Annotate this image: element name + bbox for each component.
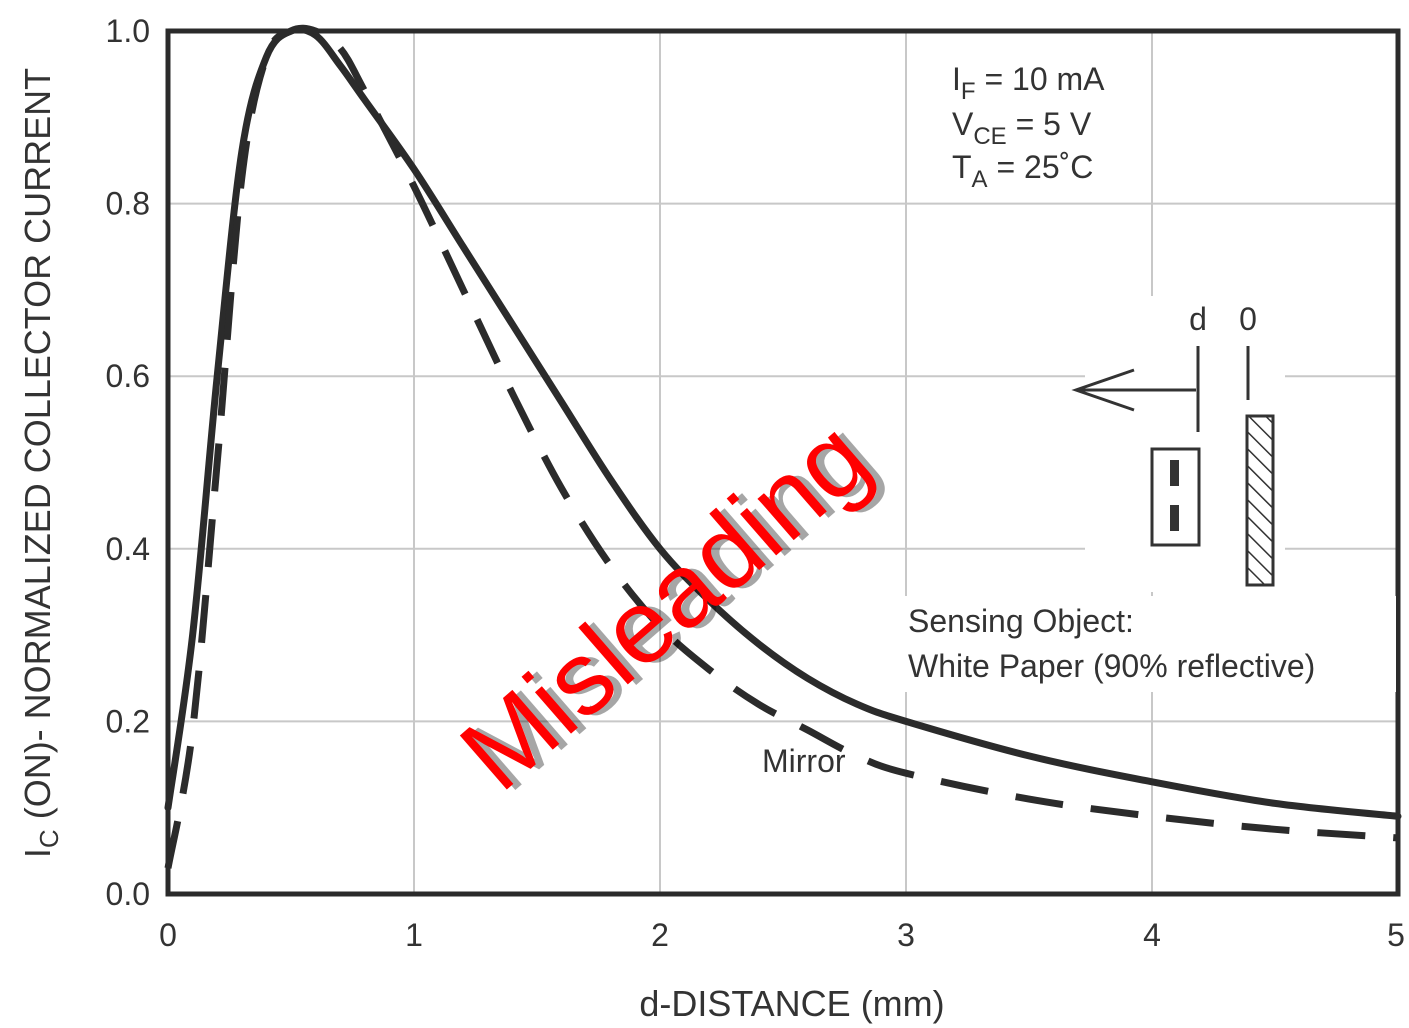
sensor-inset-diagram: d 0 — [1071, 296, 1285, 592]
y-tick-label: 0.4 — [106, 531, 150, 567]
y-tick-label: 0.8 — [106, 186, 150, 222]
x-tick-label: 0 — [159, 917, 177, 953]
inset-arrow-head-icon — [1071, 368, 1135, 412]
inset-sensor-emitter — [1170, 460, 1179, 486]
mirror-label: Mirror — [762, 743, 846, 779]
y-tick-label: 0.6 — [106, 358, 150, 394]
y-tick-label: 0.2 — [106, 703, 150, 739]
y-axis-title: IC (ON)- NORMALIZED COLLECTOR CURRENT — [17, 68, 64, 858]
test-conditions: IF = 10 mA VCE = 5 V TA = 25˚C — [952, 61, 1105, 193]
x-tick-label: 1 — [405, 917, 423, 953]
condition-if: IF = 10 mA — [952, 61, 1105, 105]
x-tick-label: 2 — [651, 917, 669, 953]
series-white-paper-line — [164, 25, 1402, 820]
x-tick-label: 3 — [897, 917, 915, 953]
x-axis-title: d-DISTANCE (mm) — [639, 983, 944, 1024]
sensing-label-background — [900, 596, 1396, 692]
sensing-object-material: White Paper (90% reflective) — [908, 648, 1315, 684]
condition-vce: VCE = 5 V — [952, 106, 1092, 150]
condition-ta: TA = 25˚C — [952, 149, 1093, 193]
sensing-object-label: Sensing Object: — [908, 603, 1134, 639]
inset-label-zero: 0 — [1239, 301, 1257, 337]
y-tick-label: 1.0 — [106, 13, 150, 49]
x-tick-label: 5 — [1387, 917, 1405, 953]
plot-frame — [165, 28, 1401, 897]
x-tick-label: 4 — [1143, 917, 1161, 953]
inset-reflective-object — [1245, 414, 1275, 587]
y-tick-label: 0.0 — [106, 876, 150, 912]
y-tick-labels: 0.0 0.2 0.4 0.6 0.8 1.0 — [106, 13, 150, 912]
series-mirror-line — [164, 24, 1399, 869]
inset-sensor-detector — [1170, 505, 1179, 531]
x-tick-labels: 0 1 2 3 4 5 — [159, 917, 1405, 953]
inset-label-d: d — [1189, 301, 1207, 337]
